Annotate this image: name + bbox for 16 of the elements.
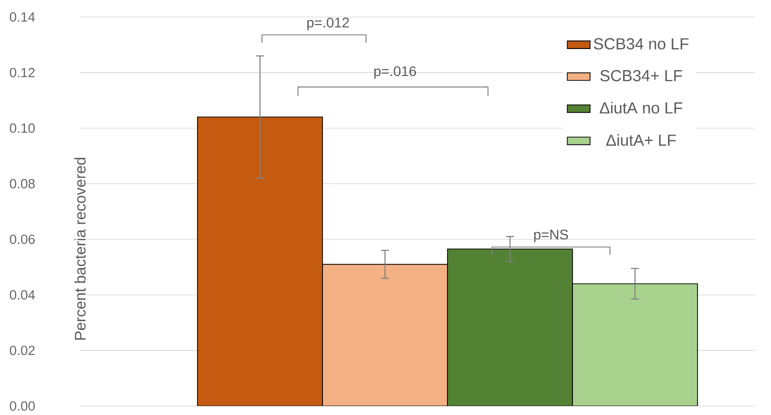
y-tick-label: 0.04 [10, 290, 35, 300]
y-tick-label: 0.00 [10, 401, 35, 411]
annotation: p=.016 [374, 66, 416, 79]
y-tick-label: 0.06 [10, 234, 35, 244]
y-tick-label: 0.12 [10, 68, 35, 78]
legend-label: SCB34 no LF [594, 38, 689, 50]
y-axis-title: Percent bacteria recovered [74, 158, 86, 340]
y-tick-label: 0.08 [10, 179, 35, 188]
y-tick-label: 0.10 [10, 123, 35, 133]
annotation: p=.012 [307, 18, 349, 30]
legend-label: SCB34+ LF [600, 70, 682, 82]
legend-label: ΔiutA+ LF [606, 134, 676, 146]
y-tick-label: 0.02 [10, 346, 35, 356]
annotation: p=NS [534, 230, 568, 242]
y-tick-label: 0.14 [10, 12, 35, 22]
legend-label: ΔiutA no LF [600, 102, 682, 114]
